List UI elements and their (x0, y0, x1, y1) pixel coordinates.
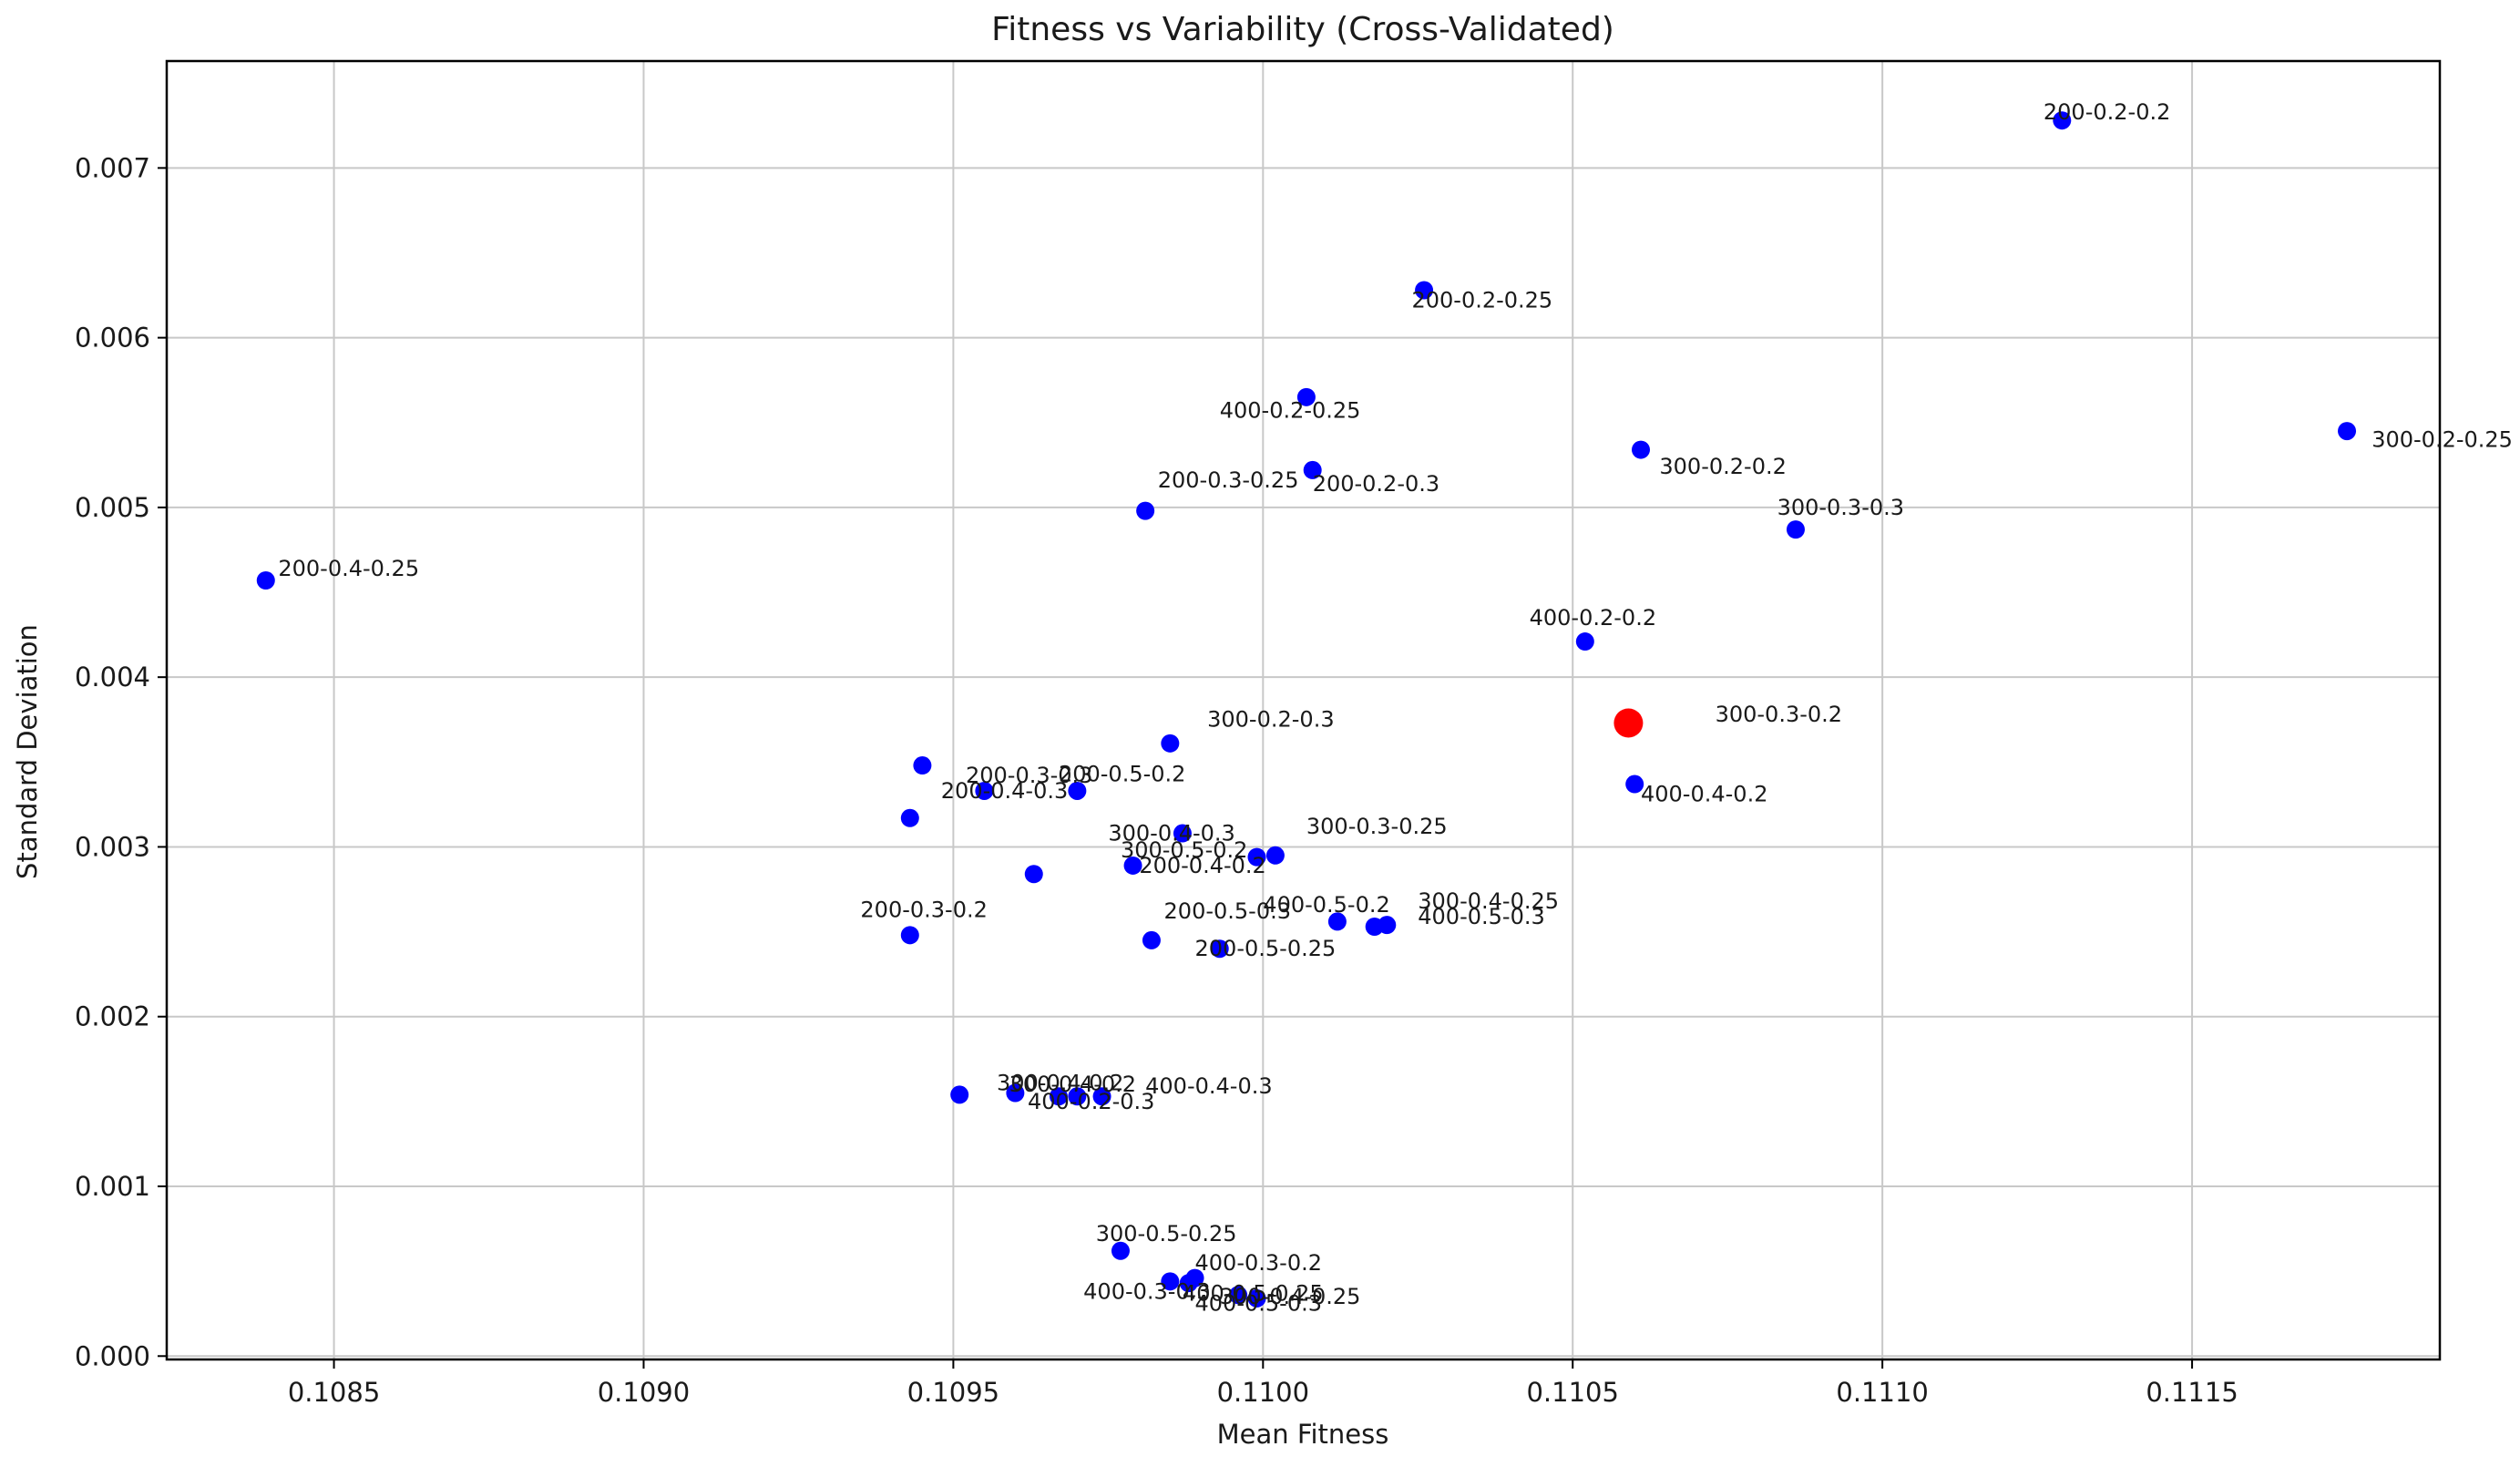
point-label: 300-0.4-0.2 (997, 1070, 1123, 1095)
point-label: 400-0.3-0.3 (1083, 1278, 1210, 1304)
data-point (1625, 775, 1644, 794)
y-tick-label: 0.002 (75, 1001, 150, 1032)
point-label: 200-0.5-0.3 (1164, 898, 1291, 924)
point-label: 400-0.2-0.25 (1220, 398, 1361, 424)
x-tick-label: 0.1100 (1217, 1377, 1309, 1408)
point-label: 300-0.3-0.25 (1306, 814, 1448, 839)
data-point (1024, 865, 1043, 884)
y-tick-label: 0.007 (75, 152, 150, 183)
data-point (1179, 1274, 1198, 1293)
point-label: 400-0.4-0.2 (1641, 782, 1767, 807)
x-tick-label: 0.1085 (288, 1377, 380, 1408)
x-tick-label: 0.1110 (1836, 1377, 1928, 1408)
data-point (1575, 632, 1594, 651)
point-label: 200-0.2-0.25 (1411, 288, 1552, 313)
data-point (1303, 460, 1322, 479)
data-point (1161, 734, 1180, 753)
data-point (1786, 520, 1805, 539)
data-point (1415, 281, 1434, 300)
point-label: 400-0.5-0.25 (1183, 1280, 1324, 1306)
point-label: 400-0.5-0.3 (1195, 1291, 1322, 1317)
point-label: 300-0.4-0.25 (1220, 1284, 1361, 1309)
data-point (1247, 847, 1266, 867)
point-label: 200-0.2-0.3 (1313, 471, 1439, 497)
data-point (1247, 1288, 1266, 1308)
y-tick-label: 0.005 (75, 492, 150, 523)
y-tick-label: 0.006 (75, 323, 150, 354)
data-point (900, 926, 919, 945)
point-label: 300-0.2-0.2 (1659, 454, 1786, 479)
data-points (256, 111, 2357, 1308)
point-label: 300-0.2-0.3 (1207, 707, 1334, 733)
data-point (1173, 824, 1192, 843)
x-tick-label: 0.1105 (1526, 1377, 1618, 1408)
y-tick-label: 0.000 (75, 1340, 150, 1371)
point-label: 400-0.5-0.2 (1263, 892, 1389, 918)
data-point (1068, 1087, 1087, 1106)
data-point (1265, 846, 1285, 865)
point-label: 400-0.3-0.2 (1195, 1250, 1322, 1276)
data-point (1632, 440, 1651, 459)
axis-ticks: 0.1085 0.1090 0.1095 0.1100 0.1105 0.1110 0.11… (75, 152, 2238, 1408)
data-point (1068, 781, 1087, 800)
data-point (1123, 856, 1142, 875)
y-axis-label: Standard Deviation (12, 624, 43, 879)
plot-area-frame (165, 59, 2442, 1361)
point-label: 200-0.4-0.3 (941, 778, 1068, 804)
point-label: 300-0.5-0.2 (1121, 837, 1247, 863)
data-point (950, 1085, 969, 1104)
x-tick-label: 0.1095 (907, 1377, 999, 1408)
data-point (900, 808, 919, 827)
data-point (975, 781, 994, 800)
point-label: 400-0.2-0.2 (1530, 605, 1656, 631)
point-label: 300-0.5-0.25 (1096, 1221, 1237, 1246)
point-labels: 200-0.2-0.2 200-0.2-0.25 400-0.2-0.25 300-0… (278, 99, 2513, 1317)
point-label: 300-0.3-0.2 (1716, 702, 1842, 727)
x-axis-label: Mean Fitness (1217, 1419, 1389, 1450)
data-point (1111, 1241, 1130, 1260)
chart-title: Fitness vs Variability (Cross-Validated) (991, 11, 1614, 48)
point-label: 200-0.3-0.25 (1158, 467, 1299, 493)
point-label: 200-0.5-0.25 (1195, 936, 1337, 961)
data-point (1161, 1272, 1180, 1291)
data-point (2053, 111, 2072, 130)
y-tick-label: 0.001 (75, 1171, 150, 1202)
point-label: 200-0.2-0.2 (2044, 99, 2170, 125)
data-point (256, 571, 275, 590)
point-label: 300-0.3-0.3 (1777, 495, 1904, 520)
data-point (1210, 939, 1229, 959)
x-tick-label: 0.1090 (598, 1377, 690, 1408)
x-tick-label: 0.1115 (2146, 1377, 2238, 1408)
point-label: 200-0.5-0.2 (1059, 761, 1185, 786)
highlight-point (1613, 708, 1644, 738)
data-point (1006, 1083, 1025, 1103)
y-tick-label: 0.004 (75, 662, 150, 692)
point-label: 400-0.5-0.3 (1418, 904, 1544, 929)
point-label: 300-0.4-0.25 (1418, 888, 1559, 914)
data-point (1296, 387, 1316, 406)
data-point (1136, 501, 1155, 520)
point-label: 200-0.3-0.3 (966, 763, 1092, 788)
point-label: 200-0.4-0.2 (1139, 853, 1265, 878)
data-point (1327, 912, 1347, 931)
point-label: 200-0.4-0.25 (278, 556, 419, 581)
y-tick-label: 0.003 (75, 831, 150, 862)
data-point (1229, 1286, 1248, 1305)
point-label: 200-0.3-0.2 (860, 897, 987, 922)
data-point (1378, 916, 1397, 935)
grid-lines (167, 61, 2440, 1359)
point-label: 300-0.2-0.25 (2371, 426, 2513, 452)
data-point (2338, 422, 2357, 441)
data-point (913, 756, 932, 775)
point-label: 400-0.2-0.3 (1028, 1089, 1154, 1114)
point-label: 400-0.4-0.3 (1145, 1073, 1272, 1099)
point-label: 300-0.4-0.2 (1009, 1072, 1136, 1097)
data-point (1092, 1087, 1111, 1106)
data-point (1049, 1087, 1068, 1106)
data-point (1142, 930, 1161, 949)
point-label: 300-0.4-0.3 (1108, 821, 1234, 846)
